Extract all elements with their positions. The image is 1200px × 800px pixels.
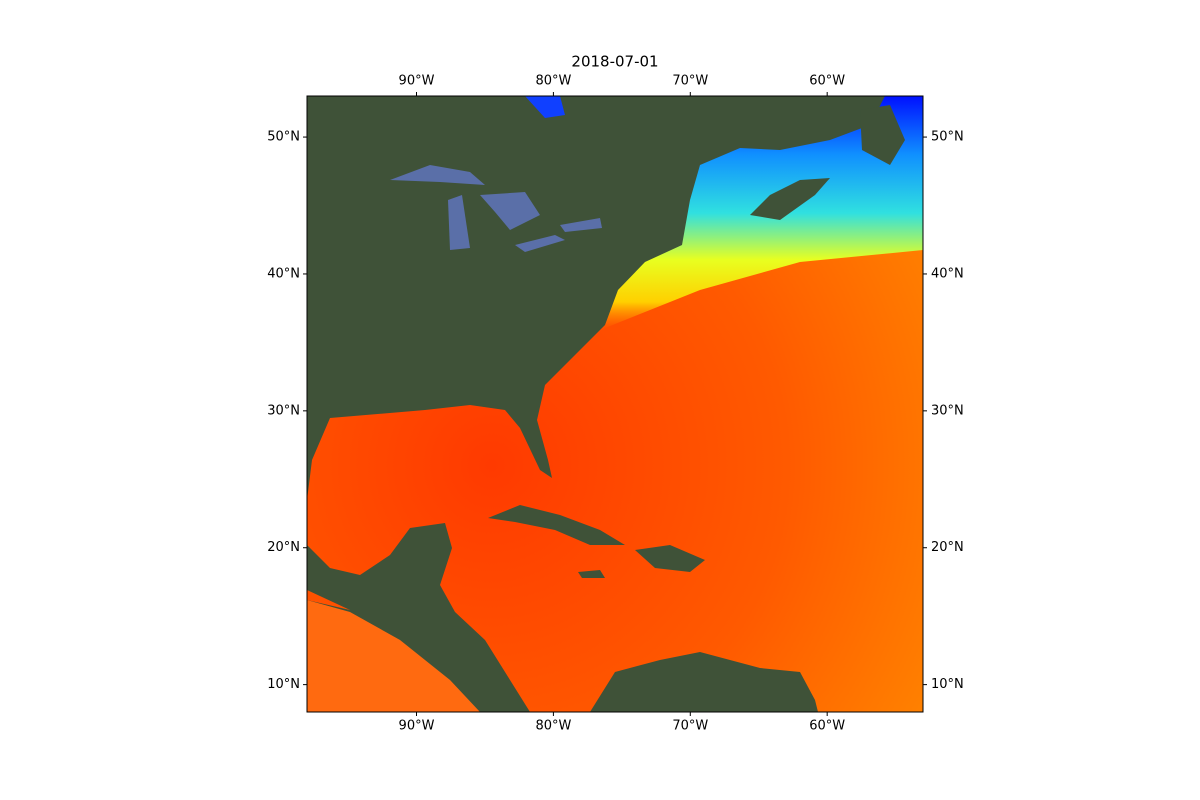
x-tick-label: 90°W	[399, 719, 435, 734]
nova-scotia	[750, 178, 830, 220]
newfoundland	[860, 105, 905, 165]
y-tick-label: 50°N	[267, 130, 300, 145]
north-america	[307, 96, 885, 500]
y-tick-label: 40°N	[267, 266, 300, 281]
y-tick-label: 30°N	[931, 403, 964, 418]
hudson-bay	[525, 96, 565, 118]
y-tick-label: 20°N	[931, 540, 964, 555]
x-tick-label: 60°W	[809, 719, 845, 734]
cuba	[488, 505, 625, 545]
south-america	[590, 652, 818, 712]
y-tick-label: 30°N	[267, 403, 300, 418]
y-tick-label: 50°N	[931, 130, 964, 145]
lake-huron	[480, 192, 540, 230]
x-tick-label: 90°W	[399, 74, 435, 89]
x-tick-label: 80°W	[535, 719, 571, 734]
y-tick-label: 10°N	[267, 677, 300, 692]
jamaica	[578, 570, 605, 578]
y-tick-label: 10°N	[931, 677, 964, 692]
lake-erie	[515, 235, 565, 252]
x-tick-label: 70°W	[672, 719, 708, 734]
map-image	[307, 96, 923, 712]
map-title: 2018-07-01	[571, 53, 658, 71]
pacific	[307, 600, 480, 712]
y-tick-label: 20°N	[267, 540, 300, 555]
hispaniola	[635, 545, 705, 572]
lake-ontario	[560, 218, 602, 232]
x-tick-label: 80°W	[535, 74, 571, 89]
x-tick-label: 70°W	[672, 74, 708, 89]
x-tick-label: 60°W	[809, 74, 845, 89]
lake-michigan	[448, 195, 470, 250]
lake-superior	[390, 165, 485, 185]
map-frame	[306, 95, 924, 713]
y-tick-label: 40°N	[931, 266, 964, 281]
